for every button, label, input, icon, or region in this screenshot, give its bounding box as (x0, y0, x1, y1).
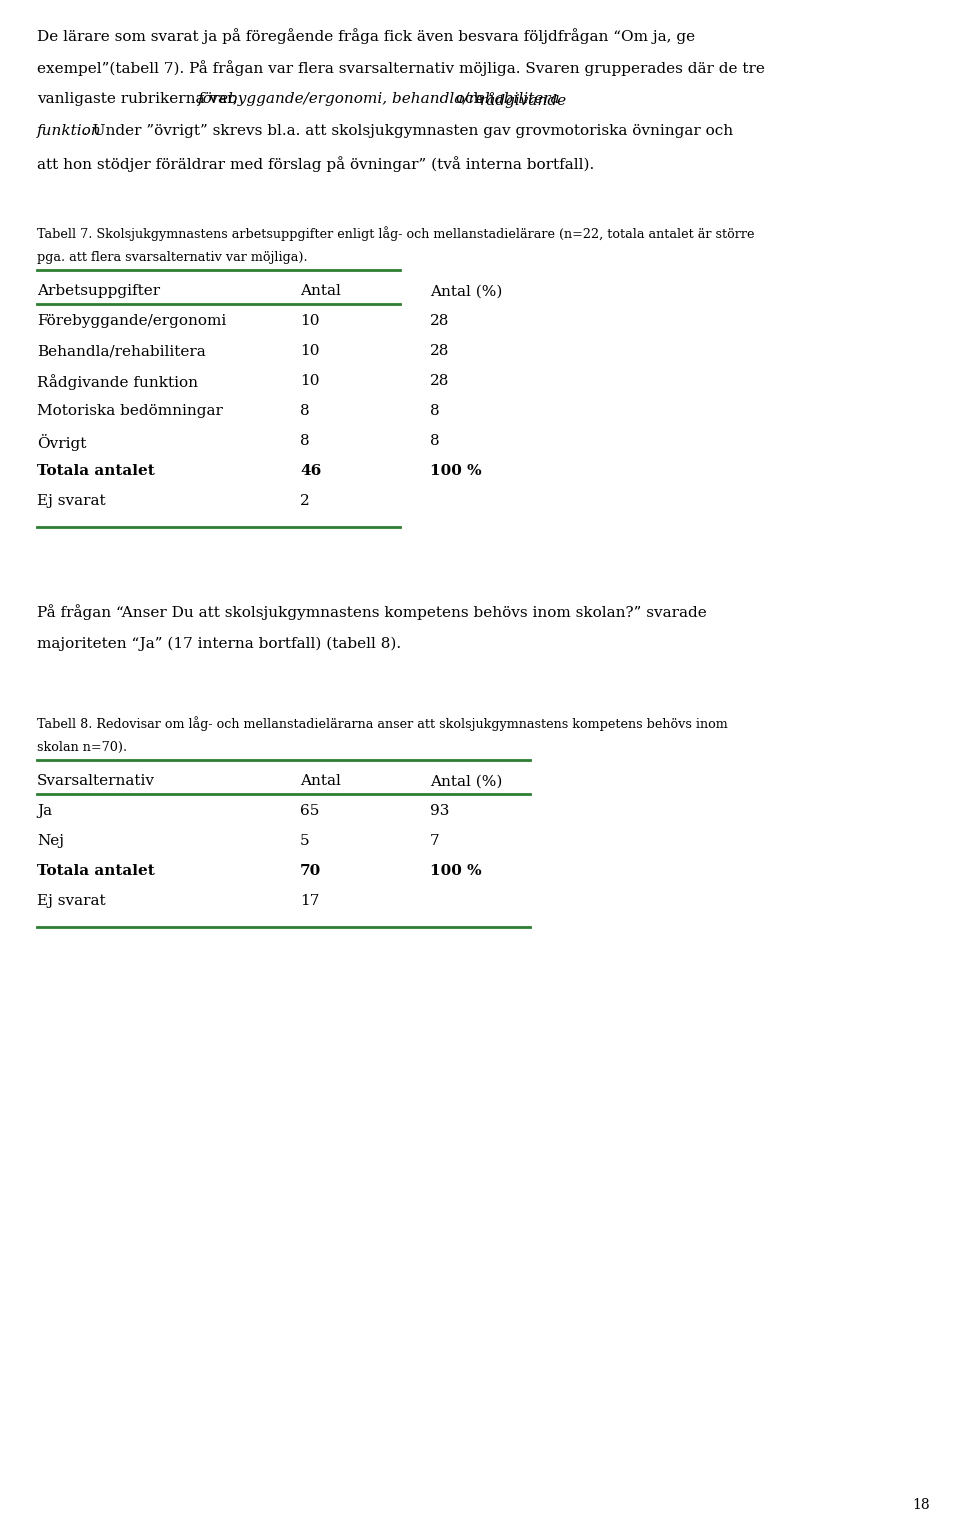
Text: exempel”(tabell 7). På frågan var flera svarsalternativ möjliga. Svaren gruppera: exempel”(tabell 7). På frågan var flera … (37, 60, 765, 76)
Text: 8: 8 (430, 404, 440, 418)
Text: vanligaste rubrikerna var,: vanligaste rubrikerna var, (37, 92, 243, 106)
Text: Tabell 7. Skolsjukgymnastens arbetsuppgifter enligt låg- och mellanstadielärare : Tabell 7. Skolsjukgymnastens arbetsuppgi… (37, 226, 755, 242)
Text: skolan n=70).: skolan n=70). (37, 741, 127, 754)
Text: Nej: Nej (37, 834, 64, 848)
Text: majoriteten “Ja” (17 interna bortfall) (tabell 8).: majoriteten “Ja” (17 interna bortfall) (… (37, 636, 401, 650)
Text: Antal: Antal (300, 285, 341, 298)
Text: De lärare som svarat ja på föregående fråga fick även besvara följdfrågan “Om ja: De lärare som svarat ja på föregående fr… (37, 28, 695, 44)
Text: På frågan “Anser Du att skolsjukgymnastens kompetens behövs inom skolan?” svarad: På frågan “Anser Du att skolsjukgymnaste… (37, 604, 707, 620)
Text: 5: 5 (300, 834, 310, 848)
Text: 28: 28 (430, 314, 449, 329)
Text: Ej svarat: Ej svarat (37, 494, 106, 508)
Text: 7: 7 (430, 834, 440, 848)
Text: Ej svarat: Ej svarat (37, 894, 106, 909)
Text: rådgivande: rådgivande (480, 92, 567, 109)
Text: 46: 46 (300, 465, 322, 479)
Text: 10: 10 (300, 314, 320, 329)
Text: Förebyggande/ergonomi: Förebyggande/ergonomi (37, 314, 227, 329)
Text: Arbetsuppgifter: Arbetsuppgifter (37, 285, 160, 298)
Text: Övrigt: Övrigt (37, 435, 86, 451)
Text: och: och (450, 92, 488, 106)
Text: Antal (%): Antal (%) (430, 285, 502, 298)
Text: 28: 28 (430, 344, 449, 358)
Text: 8: 8 (430, 435, 440, 448)
Text: 70: 70 (300, 864, 322, 878)
Text: 10: 10 (300, 375, 320, 389)
Text: att hon stödjer föräldrar med förslag på övningar” (två interna bortfall).: att hon stödjer föräldrar med förslag på… (37, 156, 594, 171)
Text: 28: 28 (430, 375, 449, 389)
Text: . Under ”övrigt” skrevs bl.a. att skolsjukgymnasten gav grovmotoriska övningar o: . Under ”övrigt” skrevs bl.a. att skolsj… (83, 124, 733, 138)
Text: 18: 18 (912, 1498, 930, 1512)
Text: Ja: Ja (37, 805, 52, 819)
Text: 93: 93 (430, 805, 449, 819)
Text: Behandla/rehabilitera: Behandla/rehabilitera (37, 344, 205, 358)
Text: Totala antalet: Totala antalet (37, 864, 155, 878)
Text: 100 %: 100 % (430, 864, 482, 878)
Text: Tabell 8. Redovisar om låg- och mellanstadielärarna anser att skolsjukgymnastens: Tabell 8. Redovisar om låg- och mellanst… (37, 716, 728, 731)
Text: 8: 8 (300, 404, 310, 418)
Text: Svarsalternativ: Svarsalternativ (37, 774, 155, 788)
Text: Rådgivande funktion: Rådgivande funktion (37, 375, 198, 390)
Text: Motoriska bedömningar: Motoriska bedömningar (37, 404, 223, 418)
Text: 17: 17 (300, 894, 320, 909)
Text: Antal (%): Antal (%) (430, 774, 502, 788)
Text: 65: 65 (300, 805, 320, 819)
Text: 10: 10 (300, 344, 320, 358)
Text: 8: 8 (300, 435, 310, 448)
Text: förebyggande/ergonomi, behandla/rehabilitera: förebyggande/ergonomi, behandla/rehabili… (198, 92, 561, 106)
Text: funktion: funktion (37, 124, 102, 138)
Text: Antal: Antal (300, 774, 341, 788)
Text: 100 %: 100 % (430, 465, 482, 479)
Text: 2: 2 (300, 494, 310, 508)
Text: Totala antalet: Totala antalet (37, 465, 155, 479)
Text: pga. att flera svarsalternativ var möjliga).: pga. att flera svarsalternativ var möjli… (37, 251, 307, 265)
